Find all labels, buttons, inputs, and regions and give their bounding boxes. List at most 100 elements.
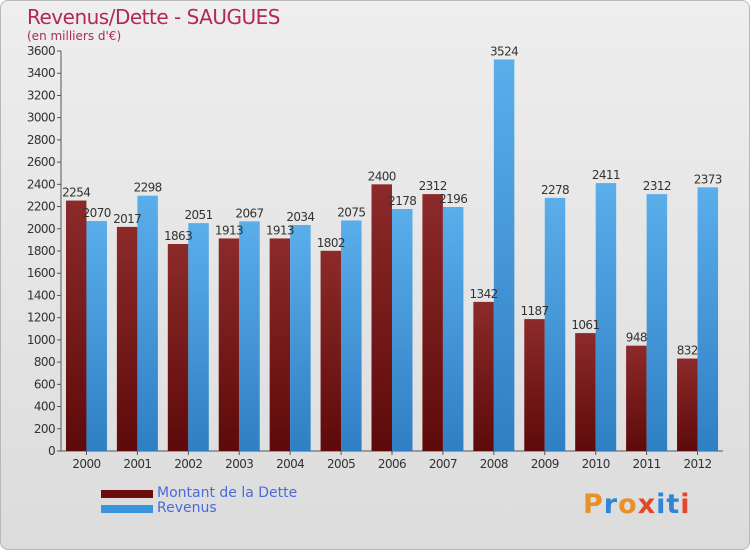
x-tick-label: 2010 [582, 457, 610, 471]
y-tick-label: 1200 [27, 311, 55, 325]
y-tick-label: 1000 [27, 333, 55, 347]
data-label-dette: 1187 [520, 304, 548, 318]
data-label-dette: 2312 [419, 179, 447, 193]
logo-letter: r [603, 489, 619, 520]
y-tick-label: 0 [48, 444, 55, 458]
logo-letter: i [656, 489, 667, 520]
data-label-revenus: 2034 [286, 210, 314, 224]
data-label-dette: 1342 [470, 287, 498, 301]
y-tick-label: 400 [34, 400, 55, 414]
x-tick-label: 2007 [429, 457, 457, 471]
y-tick-label: 2200 [27, 200, 55, 214]
x-tick-label: 2001 [123, 457, 151, 471]
logo-letter: x [637, 489, 657, 520]
data-label-revenus: 2075 [337, 205, 365, 219]
data-label-dette: 1863 [164, 229, 192, 243]
y-tick-label: 800 [34, 355, 55, 369]
bar-revenus [188, 223, 209, 451]
data-label-dette: 1802 [317, 236, 345, 250]
x-tick-label: 2005 [327, 457, 355, 471]
y-tick-label: 3400 [27, 66, 55, 80]
chart-title: Revenus/Dette - SAUGUES [27, 5, 280, 29]
bar-dette [473, 301, 494, 451]
bar-dette [116, 226, 138, 451]
y-tick-label: 600 [34, 377, 55, 391]
data-label-revenus: 2411 [592, 168, 620, 182]
data-label-dette: 2254 [62, 186, 90, 200]
data-label-dette: 1913 [266, 223, 294, 237]
data-label-dette: 2400 [368, 169, 396, 183]
y-tick-label: 200 [34, 422, 55, 436]
legend-label-dette: Montant de la Dette [157, 485, 298, 501]
x-tick-label: 2002 [174, 457, 202, 471]
y-tick-label: 2800 [27, 133, 55, 147]
data-label-revenus: 2196 [439, 192, 467, 206]
bar-dette [65, 200, 87, 451]
bar-dette [218, 238, 240, 451]
data-label-revenus: 2373 [694, 172, 722, 186]
bar-revenus [646, 194, 668, 451]
y-tick-label: 1800 [27, 244, 55, 258]
data-label-revenus: 2312 [643, 179, 671, 193]
y-tick-label: 2600 [27, 155, 55, 169]
data-label-revenus: 2178 [388, 194, 416, 208]
chart-subtitle: (en milliers d'€) [27, 29, 122, 43]
x-tick-label: 2000 [72, 457, 100, 471]
legend-swatch-revenus [101, 505, 153, 513]
bar-dette [575, 333, 596, 451]
x-tick-label: 2009 [531, 457, 559, 471]
y-tick-label: 2000 [27, 222, 55, 236]
y-tick-label: 1400 [27, 288, 55, 302]
x-tick-label: 2006 [378, 457, 406, 471]
x-tick-label: 2004 [276, 457, 304, 471]
bar-revenus [86, 221, 107, 451]
bar-revenus [493, 59, 515, 451]
x-tick-label: 2003 [225, 457, 253, 471]
data-label-revenus: 2067 [235, 206, 263, 220]
bar-revenus [290, 225, 311, 451]
bar-revenus [392, 209, 413, 451]
x-tick-label: 2012 [683, 457, 711, 471]
y-tick-label: 2400 [27, 177, 55, 191]
chart-axes: 0 200 400 600 800 1000 1200 1400 1600 1800 2000 220… [27, 44, 723, 471]
bar-revenus [239, 221, 260, 451]
y-tick-label: 3600 [27, 44, 55, 58]
bar-dette [269, 238, 291, 451]
bar-dette [371, 184, 392, 452]
bar-revenus [137, 195, 158, 451]
y-tick-label: 1600 [27, 266, 55, 280]
bar-dette [167, 244, 189, 451]
bar-revenus [341, 220, 362, 451]
bar-dette [524, 319, 545, 451]
logo-letter: P [583, 489, 604, 520]
data-label-dette: 2017 [113, 212, 141, 226]
chart-bars [65, 59, 719, 452]
y-tick-label: 3200 [27, 88, 55, 102]
data-label-dette: 1061 [571, 318, 599, 332]
bar-dette [677, 358, 698, 451]
proxiti-logo: Proxiti [583, 489, 691, 520]
x-tick-label: 2011 [633, 457, 661, 471]
legend-swatch-dette [101, 490, 153, 498]
logo-letter: o [618, 489, 638, 520]
data-label-revenus: 2070 [83, 206, 111, 220]
bar-dette [422, 194, 443, 451]
data-label-revenus: 2278 [541, 183, 569, 197]
logo-letter: i [680, 489, 691, 520]
data-label-dette: 832 [677, 344, 698, 358]
legend-label-revenus: Revenus [157, 500, 217, 516]
bar-revenus [544, 197, 566, 451]
data-label-revenus: 2298 [134, 181, 162, 195]
bar-revenus [442, 207, 464, 451]
logo-letter: t [666, 489, 681, 520]
bar-dette [320, 250, 342, 451]
data-label-dette: 948 [626, 331, 647, 345]
data-label-dette: 1913 [215, 223, 243, 237]
bar-dette [626, 345, 647, 451]
bar-revenus [697, 187, 719, 452]
data-label-revenus: 2051 [184, 208, 212, 222]
data-label-revenus: 3524 [490, 44, 518, 58]
